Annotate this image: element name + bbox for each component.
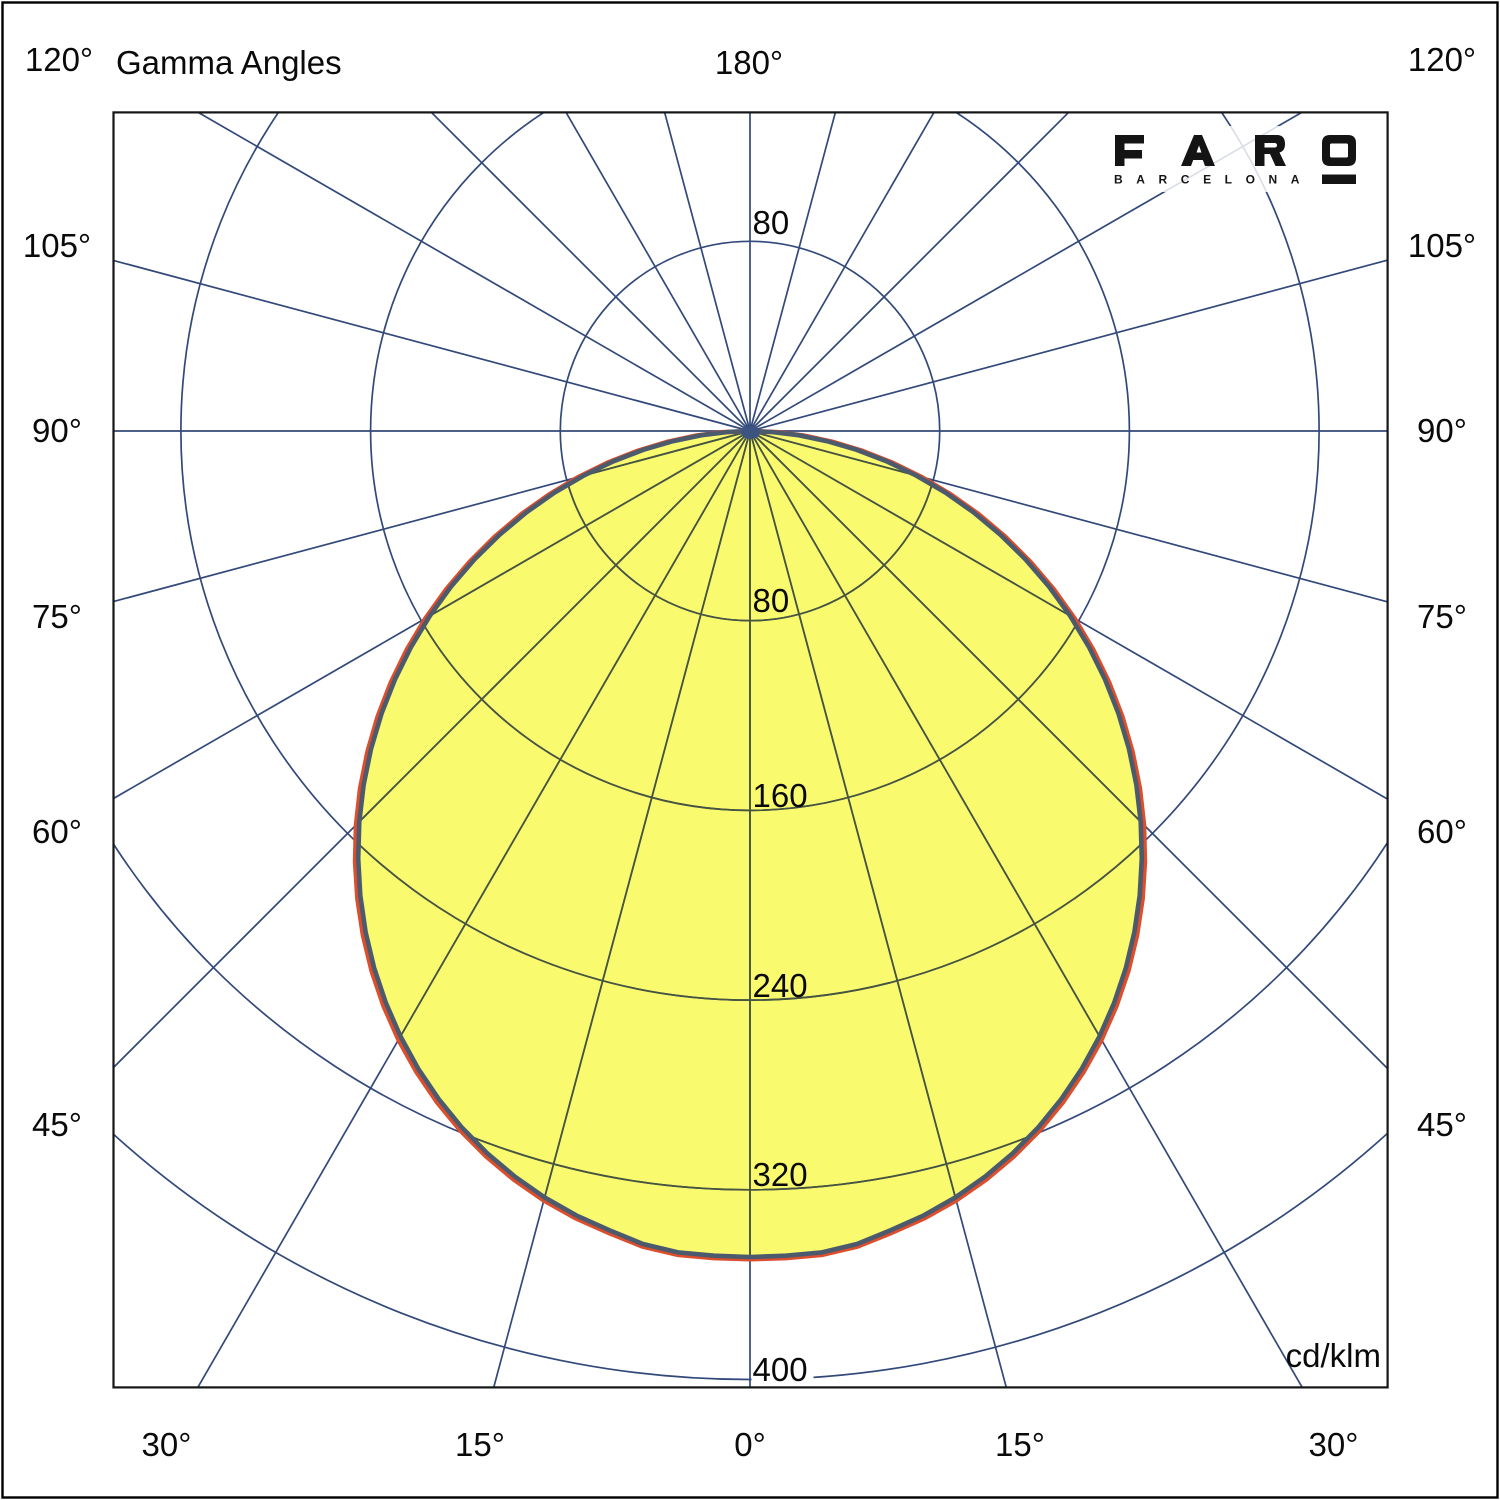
- svg-text:80: 80: [753, 582, 790, 619]
- svg-text:30°: 30°: [142, 1426, 192, 1463]
- svg-text:240: 240: [753, 967, 808, 1004]
- svg-text:180°: 180°: [715, 44, 783, 81]
- svg-text:Gamma Angles: Gamma Angles: [116, 44, 342, 81]
- svg-text:320: 320: [753, 1156, 808, 1193]
- svg-text:15°: 15°: [995, 1426, 1045, 1463]
- svg-text:120°: 120°: [1408, 41, 1476, 78]
- svg-text:30°: 30°: [1309, 1426, 1359, 1463]
- svg-text:cd/klm: cd/klm: [1286, 1337, 1381, 1374]
- svg-text:75°: 75°: [32, 598, 82, 635]
- svg-text:60°: 60°: [32, 813, 82, 850]
- svg-text:75°: 75°: [1417, 598, 1467, 635]
- svg-text:45°: 45°: [32, 1106, 82, 1143]
- svg-text:0°: 0°: [734, 1426, 766, 1463]
- svg-text:120°: 120°: [25, 41, 93, 78]
- svg-text:80: 80: [753, 204, 790, 241]
- svg-text:105°: 105°: [1408, 227, 1476, 264]
- svg-text:15°: 15°: [455, 1426, 505, 1463]
- svg-text:160: 160: [753, 777, 808, 814]
- svg-text:400: 400: [753, 1351, 808, 1388]
- svg-text:90°: 90°: [1417, 412, 1467, 449]
- svg-text:60°: 60°: [1417, 813, 1467, 850]
- svg-text:45°: 45°: [1417, 1106, 1467, 1143]
- svg-text:105°: 105°: [23, 227, 91, 264]
- svg-text:BARCELONA: BARCELONA: [1114, 173, 1313, 187]
- svg-text:90°: 90°: [32, 412, 82, 449]
